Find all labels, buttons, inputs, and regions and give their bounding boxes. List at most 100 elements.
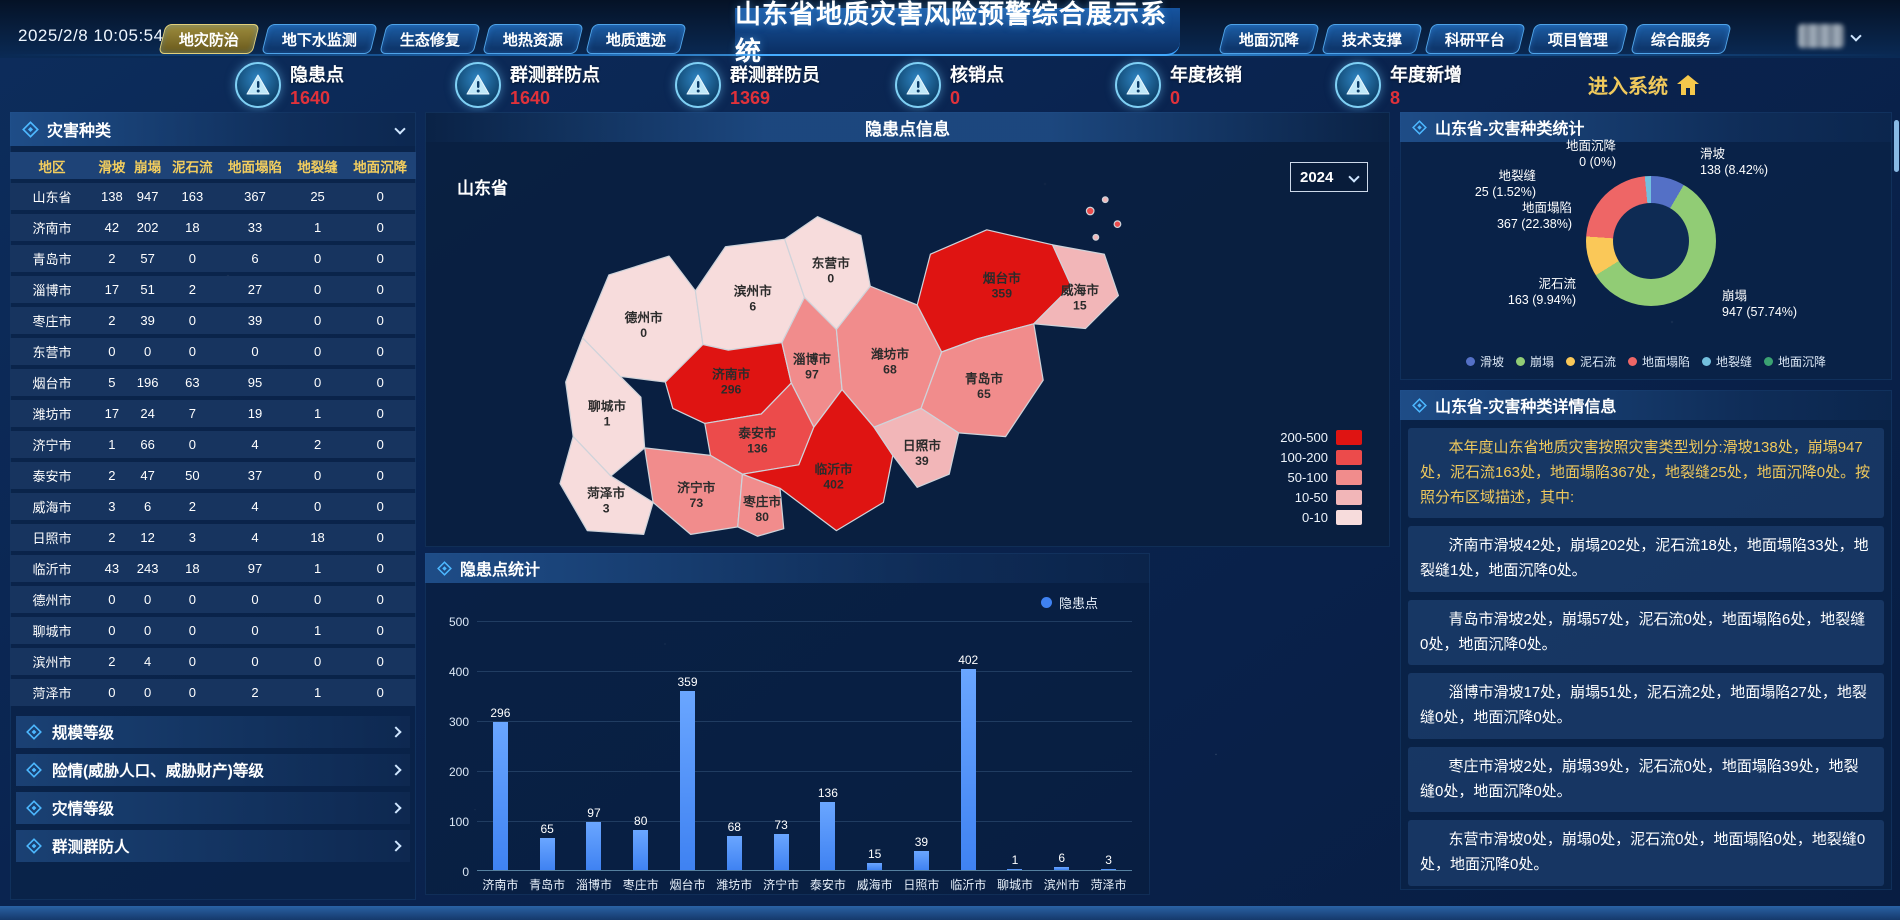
nav-tab-地灾防治[interactable]: 地灾防治 [158,24,260,54]
accordion-险情(威胁人口、威胁财产)等级[interactable]: 险情(威胁人口、威胁财产)等级 [16,754,410,786]
nav-tab-地面沉降[interactable]: 地面沉降 [1218,24,1320,54]
enter-system-button[interactable]: 进入系统 [1588,70,1700,99]
donut-legend-崩塌[interactable]: 崩塌 [1515,353,1554,370]
user-avatar[interactable] [1798,24,1844,48]
bar[interactable] [492,722,508,870]
nav-tab-项目管理[interactable]: 项目管理 [1527,24,1629,54]
bar[interactable] [773,833,789,870]
stat-item-6: 年度新增 8 [1335,62,1462,109]
table-row[interactable]: 聊城市 0 0 0 0 1 0 [10,617,416,644]
bar-chart-legend[interactable]: 隐患点 [1040,593,1098,612]
accordion-规模等级[interactable]: 规模等级 [16,716,410,748]
stat-label: 隐患点 [290,65,344,85]
map-region-烟台市[interactable] [916,229,1073,353]
disaster-type-panel-header[interactable]: 灾害种类 [10,112,416,146]
accordion-群测群防人[interactable]: 群测群防人 [16,830,410,862]
nav-tab-生态修复[interactable]: 生态修复 [379,24,481,54]
donut-legend-泥石流[interactable]: 泥石流 [1565,353,1616,370]
nav-tab-地下水监测[interactable]: 地下水监测 [261,24,378,54]
donut-legend-地面塌陷[interactable]: 地面塌陷 [1628,353,1690,370]
warning-icon [235,62,281,108]
table-row[interactable]: 淄博市 17 51 2 27 0 0 [10,276,416,303]
nav-tab-科研平台[interactable]: 科研平台 [1424,24,1526,54]
bar[interactable] [960,669,976,870]
tab-label: 地质遗迹 [606,31,667,49]
bar-value: 73 [774,817,788,832]
legend-label: 地面沉降 [1778,355,1827,369]
accordion-group: 规模等级险情(威胁人口、威胁财产)等级 灾情等级群测群防人 [10,716,416,862]
year-select[interactable]: 2024 [1290,162,1368,192]
stat-item-3: 群测群防员 1369 [675,62,820,109]
table-row[interactable]: 菏泽市 0 0 0 2 1 0 [10,679,416,706]
map-legend-row: 200-500 [1280,430,1362,445]
table-row[interactable]: 济南市 42 202 18 33 1 0 [10,214,416,241]
table-row[interactable]: 临沂市 43 243 18 97 1 0 [10,555,416,582]
table-row[interactable]: 日照市 2 12 3 4 18 0 [10,524,416,551]
bar[interactable] [1101,868,1117,870]
stat-label: 年度核销 [1170,65,1242,85]
table-cell: 聊城市 [10,617,94,644]
map-region-菏泽市[interactable] [559,435,654,535]
donut-label-value: 163 (9.94%) [1507,293,1576,308]
chevron-right-icon [390,726,402,738]
accordion-灾情等级[interactable]: 灾情等级 [16,792,410,824]
bar[interactable] [1007,869,1023,870]
nav-tab-地质遗迹[interactable]: 地质遗迹 [585,24,687,54]
bar[interactable] [820,802,836,870]
accordion-label: 群测群防人 [52,839,130,856]
table-row[interactable]: 烟台市 5 196 63 95 0 0 [10,369,416,396]
nav-tab-综合服务[interactable]: 综合服务 [1630,24,1732,54]
legend-dot [1628,357,1637,366]
map-region-日照市[interactable] [873,407,960,488]
map-region-枣庄市[interactable] [737,473,785,537]
table-row[interactable]: 德州市 0 0 0 0 0 0 [10,586,416,613]
page-scrollbar[interactable] [1894,120,1899,172]
tab-label: 科研平台 [1445,31,1506,49]
donut-label-name: 崩塌 [1722,289,1748,303]
donut-legend-地裂缝[interactable]: 地裂缝 [1702,353,1752,370]
legend-dot [1702,357,1712,366]
bar[interactable] [586,821,602,870]
bar-column-淄博市: 97 淄博市 [576,621,612,893]
map-region-聊城市[interactable] [565,337,646,477]
table-row[interactable]: 滨州市 2 4 0 0 0 0 [10,648,416,675]
table-cell: 367 [219,183,291,210]
table-cell: 0 [290,493,345,520]
tab-label: 项目管理 [1548,31,1609,49]
nav-tab-地热资源[interactable]: 地热资源 [482,24,584,54]
bar-value: 402 [958,653,979,667]
table-cell: 0 [344,307,416,334]
donut-legend-滑坡[interactable]: 滑坡 [1465,353,1504,370]
table-row[interactable]: 济宁市 1 66 0 4 2 0 [10,431,416,458]
table-row[interactable]: 枣庄市 2 39 0 39 0 0 [10,307,416,334]
table-row[interactable]: 潍坊市 17 24 7 19 1 0 [10,400,416,427]
table-row[interactable]: 泰安市 2 47 50 37 0 0 [10,462,416,489]
bar-column-日照市: 39 日照市 [903,621,939,893]
table-cell: 1 [94,431,130,458]
bar[interactable] [539,837,555,870]
table-header-cell: 地面塌陷 [219,152,291,179]
bar[interactable] [913,850,929,870]
donut-legend-地面沉降[interactable]: 地面沉降 [1764,353,1826,370]
table-cell: 0 [129,338,166,365]
detail-item: 济南市滑坡42处，崩塌202处，泥石流18处，地面塌陷33处，地裂缝1处，地面沉… [1408,526,1884,592]
donut-label-name: 泥石流 [1538,277,1576,291]
bar-column-临沂市: 402 临沂市 [950,621,986,892]
table-row[interactable]: 山东省 138 947 163 367 25 0 [10,183,416,210]
nav-tab-技术支撑[interactable]: 技术支撑 [1321,24,1423,54]
bar[interactable] [680,690,696,870]
table-cell: 0 [165,648,220,675]
table-cell: 0 [165,245,220,272]
bar[interactable] [633,830,649,870]
table-row[interactable]: 威海市 3 6 2 4 0 0 [10,493,416,520]
map-region-威海市[interactable] [1033,244,1120,330]
bar[interactable] [726,836,742,870]
table-row[interactable]: 青岛市 2 57 0 6 0 0 [10,245,416,272]
stat-texts: 年度核销 0 [1170,62,1242,109]
table-row[interactable]: 东营市 0 0 0 0 0 0 [10,338,416,365]
user-menu[interactable] [1798,24,1862,48]
bar[interactable] [1054,867,1070,870]
legend-label: 地面塌陷 [1642,355,1691,369]
table-cell: 2 [165,276,220,303]
bar[interactable] [867,862,883,870]
